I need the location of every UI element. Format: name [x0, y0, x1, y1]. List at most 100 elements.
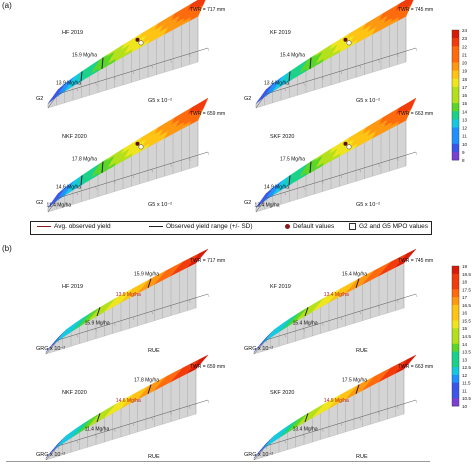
- legend-default-dot-icon: [285, 224, 290, 229]
- colorbar-tick-label: 19: [462, 264, 468, 269]
- yield-label-tertiary: 11.4 Mg/ha: [47, 202, 72, 208]
- legend-mpo-square-icon: [349, 223, 356, 230]
- colorbar-tick-label: 17: [462, 85, 468, 90]
- axis-tick: [76, 88, 78, 92]
- legend-item-mpo: G2 and G5 MPO values: [349, 223, 428, 230]
- plot-site-label: NKF 2020: [62, 134, 87, 140]
- axis-tick: [415, 293, 418, 298]
- yield-label-primary: 15.4 Mg/ha: [280, 53, 305, 59]
- colorbar-tick-label: 13: [462, 357, 468, 362]
- colorbar-segment: [452, 390, 459, 399]
- axis-tick: [284, 334, 286, 338]
- surface-plot-b-2: [253, 248, 418, 355]
- colorbar-tick-label: 22: [462, 44, 468, 49]
- colorbar-tick-label: 16.5: [462, 303, 471, 308]
- surface-cell: [395, 260, 407, 268]
- legend-avg-label: Avg. observed yield: [54, 223, 111, 230]
- surface-cell: [187, 366, 199, 374]
- colorbar-segment: [452, 54, 459, 63]
- mpo-value-marker: [138, 40, 144, 46]
- yield-label-primary: 15.9 Mg/ha: [72, 53, 97, 59]
- colorbar-frame: [451, 29, 460, 161]
- plot-twr-label: TWR = 663 mm: [398, 364, 433, 370]
- axis-tick: [151, 311, 153, 315]
- colorbar-tick-label: 23: [462, 36, 468, 41]
- colorbar-segment: [452, 103, 459, 112]
- colorbar-segment: [452, 289, 459, 298]
- axis-y-line: [253, 339, 267, 355]
- legend-default-label: Default values: [293, 223, 335, 230]
- axis-tick: [284, 88, 286, 92]
- axis-y-label: G2: [36, 200, 43, 206]
- axis-tick: [322, 76, 324, 80]
- mpo-value-marker: [346, 144, 352, 150]
- axis-tick: [57, 197, 60, 202]
- colorbar-tick-label: 14: [462, 342, 468, 347]
- colorbar-tick-label: 14.5: [462, 334, 471, 339]
- observed-yield-line-lower: [304, 413, 309, 423]
- axis-tick: [284, 192, 286, 196]
- colorbar-tick-label: 21: [462, 52, 468, 57]
- mpo-value-marker: [138, 144, 144, 150]
- observed-yield-line: [147, 384, 152, 394]
- axis-tick: [151, 169, 153, 173]
- axis-tick: [322, 180, 324, 184]
- observed-yield-line-lower: [80, 175, 83, 186]
- colorbar-segment: [452, 359, 459, 368]
- colorbar-segment: [452, 266, 459, 275]
- axis-tick: [57, 93, 60, 98]
- surface-cell: [397, 12, 409, 22]
- axis-tick: [170, 163, 172, 167]
- colorbar-segment: [452, 127, 459, 137]
- yield-label-secondary: 11.4 Mg/ha: [85, 427, 110, 433]
- plot-twr-label: TWR = 663 mm: [398, 111, 433, 117]
- colorbar-b: [451, 265, 460, 407]
- colorbar-tick-label: 17.5: [462, 287, 471, 292]
- colorbar-tick-label: 8: [462, 158, 465, 163]
- axis-tick: [397, 53, 399, 57]
- observed-yield-line-lower: [80, 71, 83, 82]
- axis-tick: [397, 299, 399, 303]
- colorbar-segment: [452, 336, 459, 345]
- axis-tick: [114, 76, 116, 80]
- colorbar-tick-label: 15: [462, 101, 468, 106]
- axis-tick: [340, 316, 343, 321]
- axis-tick: [340, 422, 343, 427]
- colorbar-tick-label: 9: [462, 150, 465, 155]
- axis-tick: [76, 192, 78, 196]
- axis-tick: [265, 339, 268, 344]
- axis-tick: [95, 82, 97, 86]
- axis-x-label: RUE: [148, 454, 160, 460]
- axis-x-label: RUE: [356, 454, 368, 460]
- colorbar-tick-label: 13: [462, 117, 468, 122]
- surface-cell: [187, 260, 199, 268]
- observed-yield-line: [309, 161, 312, 173]
- axis-tick: [284, 440, 286, 444]
- surface-plot-b-4: [253, 354, 418, 461]
- axis-y-line: [45, 339, 59, 355]
- observed-yield-line-lower: [96, 413, 101, 423]
- axis-tick: [189, 157, 191, 161]
- axis-tick: [340, 174, 343, 179]
- plot-site-label: KF 2019: [270, 284, 291, 290]
- axis-tick: [303, 328, 305, 332]
- yield-label-primary: 17.5 Mg/ha: [280, 157, 305, 163]
- colorbar-segment: [452, 351, 459, 360]
- axis-x-label: G5 x 10⁻²: [148, 98, 172, 104]
- axis-tick: [76, 440, 78, 444]
- axis-tick: [151, 65, 153, 69]
- observed-yield-line: [309, 57, 312, 69]
- axis-tick: [359, 65, 361, 69]
- colorbar-tick-label: 15: [462, 326, 468, 331]
- axis-y-label: G2: [244, 200, 251, 206]
- axis-tick: [95, 328, 97, 332]
- colorbar-segment: [452, 62, 459, 72]
- default-value-marker: [343, 141, 348, 146]
- legend: Avg. observed yield Observed yield range…: [30, 221, 432, 235]
- axis-y-line: [255, 93, 267, 109]
- yield-label-primary: 15.4 Mg/ha: [342, 271, 367, 277]
- axis-tick: [57, 445, 60, 450]
- axis-tick: [189, 299, 191, 303]
- surface-cell: [395, 366, 407, 374]
- yield-label-primary: 17.5 Mg/ha: [342, 377, 367, 383]
